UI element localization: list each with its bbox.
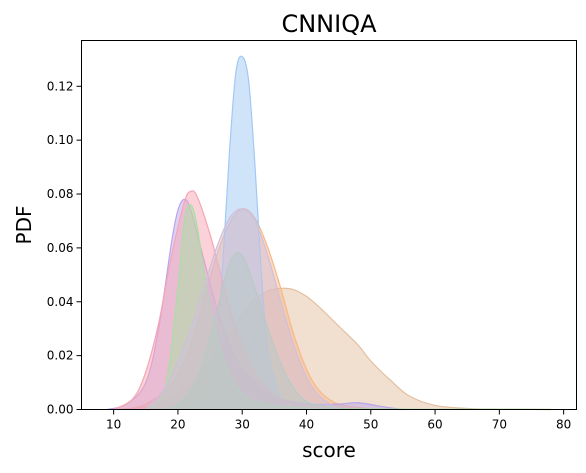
- x-tick-label: 20: [170, 418, 185, 432]
- y-axis-label: PDF: [12, 206, 36, 245]
- x-tick-label: 50: [363, 418, 378, 432]
- x-tick-label: 80: [556, 418, 571, 432]
- x-axis-ticks: 10 20 30 40 50 60 70 80: [106, 409, 571, 432]
- y-tick-label: 0.04: [47, 295, 74, 309]
- y-tick-label: 0.06: [47, 241, 74, 255]
- plot-frame: [81, 40, 577, 410]
- x-tick-label: 40: [299, 418, 314, 432]
- y-axis-ticks: 0.00 0.02 0.04 0.06 0.08 0.10 0.12: [47, 79, 82, 417]
- y-tick-label: 0.02: [47, 349, 74, 363]
- y-tick-label: 0.00: [47, 403, 74, 417]
- density-area-8: [145, 208, 339, 410]
- x-tick-label: 30: [235, 418, 250, 432]
- x-tick-label: 70: [492, 418, 507, 432]
- x-tick-label: 60: [427, 418, 442, 432]
- y-tick-label: 0.12: [47, 79, 74, 93]
- y-tick-label: 0.08: [47, 187, 74, 201]
- x-axis-label: score: [302, 438, 356, 462]
- density-line-8: [145, 208, 339, 410]
- density-series-group: [107, 55, 551, 411]
- x-tick-label: 10: [106, 418, 121, 432]
- y-tick-label: 0.10: [47, 133, 74, 147]
- chart-title: CNNIQA: [281, 10, 377, 38]
